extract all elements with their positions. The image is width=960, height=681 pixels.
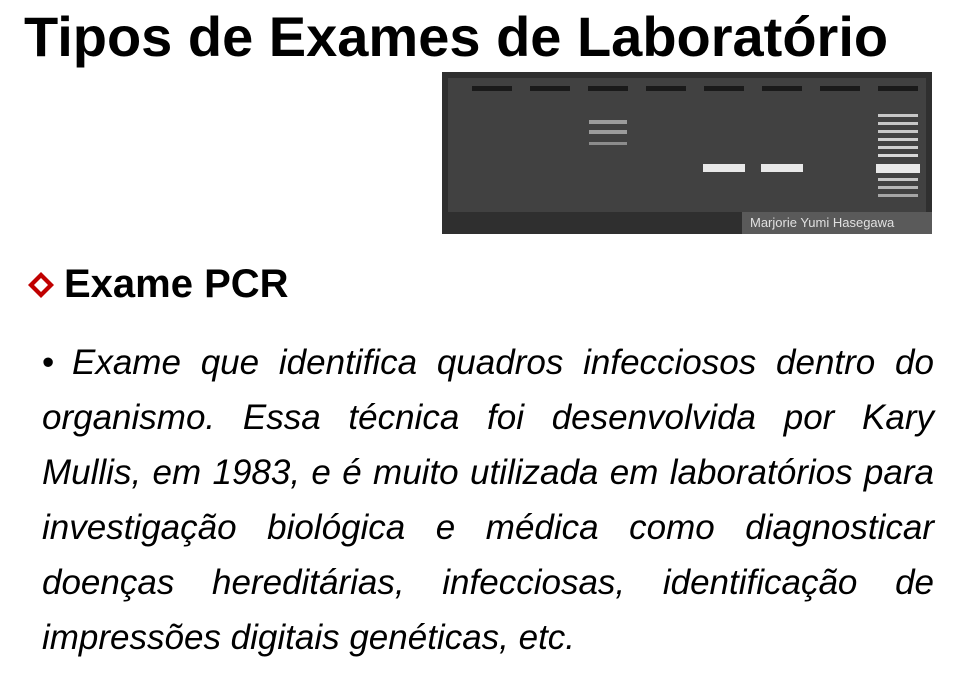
body-paragraph-block: • Exame que identifica quadros infeccios… [42, 336, 934, 666]
bullet-heading-row: Exame PCR [28, 262, 289, 307]
body-paragraph: • Exame que identifica quadros infeccios… [42, 336, 934, 666]
gel-electrophoresis-image: Marjorie Yumi Hasegawa [442, 72, 932, 234]
slide: Tipos de Exames de Laboratório Marjorie … [0, 0, 960, 681]
slide-title: Tipos de Exames de Laboratório [24, 4, 888, 69]
diamond-bullet-icon [28, 272, 54, 298]
bullet-heading-label: Exame PCR [64, 262, 289, 307]
svg-text:Marjorie Yumi Hasegawa: Marjorie Yumi Hasegawa [750, 215, 895, 230]
